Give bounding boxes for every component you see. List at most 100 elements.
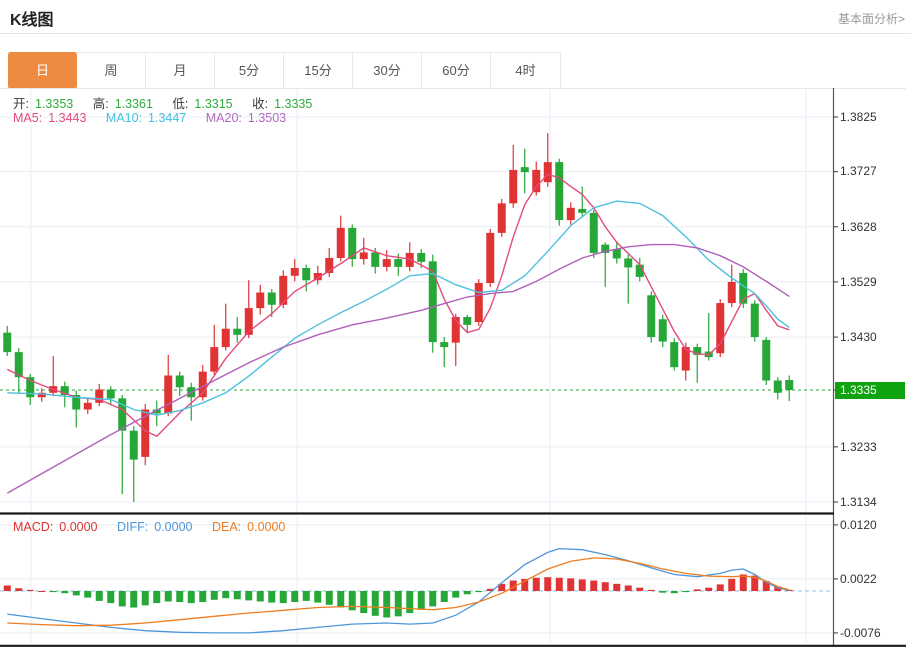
macd-bar bbox=[61, 591, 69, 594]
candle-up bbox=[359, 252, 368, 260]
macd-bar bbox=[72, 591, 80, 596]
macd-bar bbox=[544, 577, 552, 591]
macd-axis-label: 0.0022 bbox=[840, 572, 877, 586]
macd-bar bbox=[417, 591, 425, 610]
candle-down bbox=[578, 208, 587, 213]
tab-30min[interactable]: 30分 bbox=[353, 53, 422, 88]
tab-5min[interactable]: 5分 bbox=[215, 53, 284, 88]
candle-up bbox=[727, 281, 736, 304]
tab-60min[interactable]: 60分 bbox=[422, 53, 491, 88]
macd-bar bbox=[647, 589, 655, 591]
candle-down bbox=[302, 267, 311, 281]
candle-down bbox=[785, 379, 794, 391]
macd-bar bbox=[532, 577, 540, 591]
candle-up bbox=[256, 292, 265, 309]
macd-histogram bbox=[3, 574, 793, 618]
candle-up bbox=[313, 273, 322, 281]
candle-up bbox=[37, 392, 46, 398]
macd-bar bbox=[567, 578, 575, 591]
fundamental-analysis-link[interactable]: 基本面分析> bbox=[837, 12, 905, 26]
macd-bar bbox=[613, 583, 621, 591]
macd-axis-label: -0.0076 bbox=[840, 626, 881, 640]
open-label: 开: bbox=[13, 97, 29, 111]
macd-bar bbox=[256, 591, 264, 602]
title-divider bbox=[0, 33, 911, 34]
ohlc-legend: 开: 1.3353 高: 1.3361 低: 1.3315 收: 1.3335 bbox=[13, 93, 318, 112]
macd-bar bbox=[107, 591, 115, 604]
candle-down bbox=[601, 244, 610, 253]
candle-up bbox=[532, 169, 541, 193]
macd-bar bbox=[383, 591, 391, 618]
candle-down bbox=[670, 342, 679, 368]
high-label: 高: bbox=[92, 97, 109, 111]
macd-bar bbox=[762, 581, 770, 591]
candle-down bbox=[267, 292, 276, 305]
macd-bar bbox=[3, 585, 11, 591]
candle-up bbox=[83, 402, 92, 410]
ma10-line bbox=[7, 200, 790, 416]
diff-value: 0.0000 bbox=[154, 520, 193, 534]
macd-bar bbox=[578, 579, 586, 591]
tab-month[interactable]: 月 bbox=[146, 53, 215, 88]
candle-down bbox=[658, 319, 667, 342]
macd-bar bbox=[164, 591, 172, 602]
macd-bar bbox=[774, 586, 782, 591]
low-value: 1.3315 bbox=[194, 97, 233, 111]
macd-bar bbox=[130, 591, 138, 608]
macd-bar bbox=[601, 582, 609, 591]
macd-label: MACD: bbox=[13, 520, 54, 534]
macd-bar bbox=[728, 578, 736, 591]
macd-bar bbox=[371, 591, 379, 616]
low-label: 低: bbox=[172, 97, 189, 111]
macd-bar bbox=[210, 591, 218, 600]
macd-bar bbox=[118, 591, 126, 607]
candle-down bbox=[175, 375, 184, 388]
close-value: 1.3335 bbox=[274, 97, 313, 111]
candle-down bbox=[417, 252, 426, 262]
candles-layer bbox=[3, 133, 794, 502]
macd-bar bbox=[314, 591, 322, 603]
candle-down bbox=[3, 332, 12, 353]
macd-bar bbox=[245, 591, 253, 601]
macd-bar bbox=[751, 575, 759, 591]
macd-bar bbox=[406, 591, 414, 614]
macd-bar bbox=[394, 591, 402, 617]
macd-bar bbox=[463, 591, 471, 595]
ma20-label: MA20: bbox=[205, 111, 242, 125]
candle-down bbox=[624, 258, 633, 268]
candle-down bbox=[26, 377, 35, 398]
tab-week[interactable]: 周 bbox=[77, 53, 146, 88]
macd-bar bbox=[659, 591, 667, 593]
tab-day[interactable]: 日 bbox=[8, 52, 77, 89]
candle-down bbox=[371, 252, 380, 267]
tab-15min[interactable]: 15分 bbox=[284, 53, 353, 88]
ma5-value: 1.3443 bbox=[48, 111, 87, 125]
tab-4hour[interactable]: 4时 bbox=[491, 53, 560, 88]
candle-down bbox=[520, 167, 529, 173]
macd-bar bbox=[590, 580, 598, 591]
candle-down bbox=[750, 303, 759, 338]
macd-value: 0.0000 bbox=[59, 520, 98, 534]
macd-bar bbox=[153, 591, 161, 604]
candle-down bbox=[762, 339, 771, 381]
macd-legend: MACD: 0.0000 DIFF: 0.0000 DEA: 0.0000 bbox=[13, 520, 291, 534]
candle-down bbox=[428, 261, 437, 343]
macd-bar bbox=[38, 591, 46, 592]
macd-bar bbox=[452, 591, 460, 598]
main-axis-label: 1.3233 bbox=[840, 440, 877, 454]
macd-bar bbox=[325, 591, 333, 605]
macd-bar bbox=[302, 591, 310, 601]
candle-down bbox=[129, 430, 138, 460]
macd-bar bbox=[555, 577, 563, 591]
macd-bar bbox=[233, 591, 241, 600]
candle-down bbox=[589, 212, 598, 253]
candle-down bbox=[14, 352, 23, 378]
macd-bar bbox=[670, 591, 678, 594]
macd-bar bbox=[682, 591, 690, 593]
dea-label: DEA: bbox=[211, 520, 242, 534]
candle-up bbox=[336, 227, 345, 258]
candle-up bbox=[210, 347, 219, 372]
macd-bar bbox=[360, 591, 368, 614]
